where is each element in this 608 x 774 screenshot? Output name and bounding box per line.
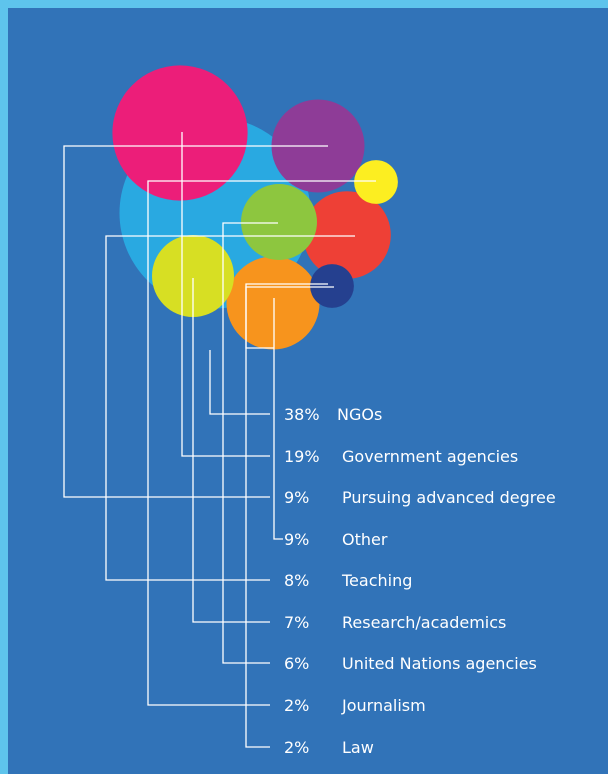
leader-line-3b	[273, 298, 283, 540]
label-text-1: Government agencies	[342, 447, 518, 466]
leader-line-1	[181, 132, 270, 457]
label-text-5: Research/academics	[342, 613, 506, 632]
label-text-8: Law	[342, 738, 374, 757]
bubble-united-nations-agencies	[241, 184, 317, 260]
label-percent-2: 9%	[284, 488, 309, 507]
bubble-teaching	[303, 191, 391, 279]
leader-line-2	[63, 145, 328, 498]
label-text-0: NGOs	[337, 405, 382, 424]
leader-line-5	[192, 278, 270, 623]
label-text-4: Teaching	[341, 571, 412, 590]
label-percent-3: 9%	[284, 530, 309, 549]
bubble-government-agencies	[112, 65, 248, 201]
label-text-3: Other	[342, 530, 388, 549]
label-percent-1: 19%	[284, 447, 320, 466]
bubble-chart: 38% NGOs 19% Government agencies 9% Pursuing …	[63, 65, 556, 757]
label-percent-0: 38%	[284, 405, 320, 424]
label-text-6: United Nations agencies	[342, 654, 537, 673]
leader-line-8	[245, 286, 334, 748]
label-percent-7: 2%	[284, 696, 309, 715]
label-text-7: Journalism	[341, 696, 426, 715]
chart-panel: 38% NGOs 19% Government agencies 9% Pursuing …	[8, 8, 608, 774]
label-percent-5: 7%	[284, 613, 309, 632]
bubble-law	[310, 264, 354, 308]
leader-line-0	[209, 350, 270, 415]
bubble-journalism	[354, 160, 398, 204]
label-percent-8: 2%	[284, 738, 309, 757]
leader-line-7	[147, 180, 376, 706]
label-percent-6: 6%	[284, 654, 309, 673]
label-text-2: Pursuing advanced degree	[342, 488, 556, 507]
bubble-other	[226, 256, 320, 350]
label-percent-4: 8%	[284, 571, 309, 590]
leader-line-4	[105, 235, 355, 581]
bubble-research-academics	[152, 235, 234, 317]
